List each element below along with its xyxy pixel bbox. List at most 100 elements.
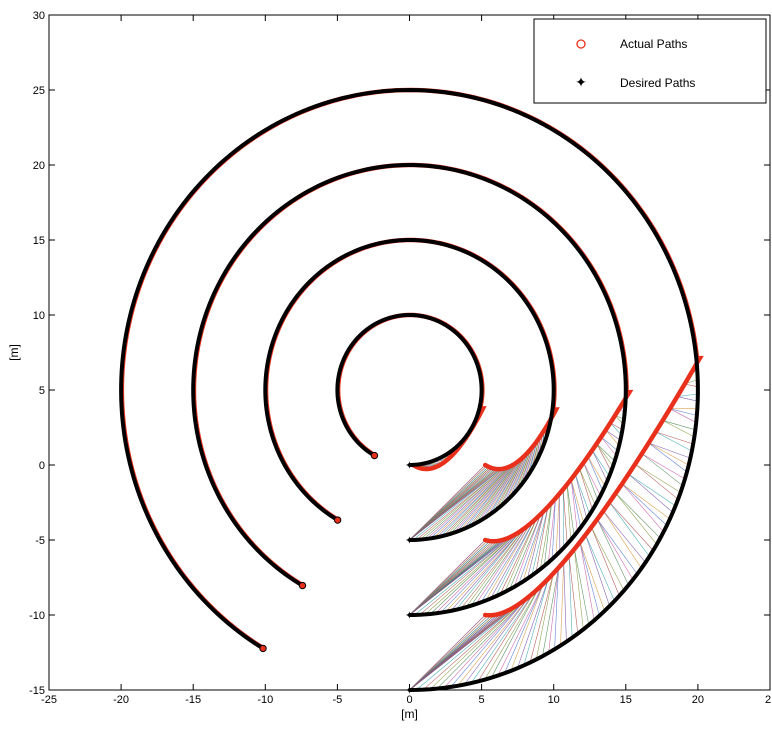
x-tick-label: 10 — [548, 694, 560, 706]
fan-line — [478, 460, 519, 522]
fan-line — [466, 463, 516, 528]
fan-line — [443, 599, 526, 689]
desired-path — [119, 87, 700, 692]
fan-line — [412, 468, 502, 541]
fan-line — [600, 436, 618, 452]
fan-line — [440, 532, 518, 613]
fan-line — [409, 615, 489, 691]
fan-line — [460, 528, 525, 609]
fan-line — [465, 528, 525, 608]
fan-line — [423, 468, 505, 540]
fan-line — [579, 468, 596, 506]
fan-line — [521, 446, 534, 485]
desired-path — [335, 312, 484, 467]
x-tick-label: 2 — [765, 694, 771, 706]
fan-line — [477, 591, 535, 682]
fan-line — [621, 483, 671, 520]
fan-line — [596, 443, 612, 472]
fan-line — [548, 567, 559, 653]
fan-line — [559, 493, 561, 552]
fan-line — [591, 527, 620, 596]
fan-line — [677, 396, 698, 402]
fan-line — [409, 468, 502, 541]
x-tick-label: 0 — [406, 694, 412, 706]
fan-line — [597, 519, 629, 586]
y-tick-label: -15 — [29, 685, 45, 697]
fan-line — [510, 583, 544, 671]
fan-line — [529, 573, 554, 663]
fan-line — [430, 534, 515, 615]
fan-line — [603, 510, 646, 563]
fan-line — [426, 468, 506, 540]
y-tick-label: 30 — [33, 10, 45, 22]
legend-marker-actual — [576, 39, 586, 49]
fan-line — [424, 534, 515, 615]
fan-line — [409, 615, 492, 691]
fan-line — [440, 466, 509, 537]
legend-box — [533, 18, 767, 104]
fan-line — [648, 442, 691, 459]
fan-line — [450, 599, 526, 688]
fan-line — [506, 452, 528, 501]
fan-line — [634, 463, 681, 493]
fan-line — [436, 599, 526, 689]
path-end-point — [333, 516, 342, 524]
fan-line — [416, 605, 518, 691]
fan-line — [566, 484, 571, 541]
fan-line — [491, 587, 540, 678]
fan-line — [605, 429, 620, 446]
fan-line — [574, 473, 590, 515]
fan-line — [621, 483, 664, 533]
x-tick-label: -20 — [113, 694, 129, 706]
fan-line — [409, 537, 509, 616]
fan-line — [574, 548, 584, 630]
fan-line — [419, 468, 504, 540]
fan-line — [592, 450, 608, 482]
fan-line — [504, 583, 544, 674]
fan-line — [457, 595, 531, 686]
fan-line — [460, 464, 514, 531]
y-axis-label: [m] — [7, 344, 21, 361]
fan-line — [409, 605, 518, 691]
legend-marker-desired: ✦ — [575, 75, 587, 91]
fan-line — [504, 517, 538, 593]
fan-line — [527, 510, 545, 579]
fan-line — [628, 473, 673, 513]
x-tick-label: 5 — [479, 694, 485, 706]
fan-line — [579, 468, 593, 510]
fan-line — [509, 514, 542, 590]
fan-line — [433, 467, 507, 539]
fan-line — [536, 573, 554, 660]
fan-line — [570, 479, 581, 528]
y-tick-label: 20 — [33, 160, 45, 172]
fan-line — [497, 583, 544, 676]
fan-line — [605, 429, 621, 441]
fan-line — [570, 479, 578, 532]
desired-start-marker: ✦ — [405, 459, 414, 472]
fan-line — [592, 450, 610, 477]
fan-line — [662, 420, 695, 438]
fan-line — [445, 530, 521, 613]
fan-line — [583, 462, 599, 501]
x-axis-label: [m] — [401, 707, 418, 721]
fan-line — [600, 436, 617, 457]
fan-line — [511, 450, 530, 496]
x-tick-label: -10 — [257, 694, 273, 706]
fan-line — [579, 542, 600, 616]
fan-line — [517, 578, 549, 669]
fan-line — [450, 465, 512, 535]
fan-line — [566, 484, 575, 537]
legend: Actual Paths ✦ Desired Paths — [533, 18, 767, 104]
y-tick-label: 15 — [33, 235, 45, 247]
fan-line — [414, 536, 512, 616]
fan-line — [525, 443, 536, 479]
fan-line — [669, 408, 697, 423]
fan-line — [587, 456, 604, 492]
y-tick-label: -10 — [29, 610, 45, 622]
path-end-point — [259, 644, 267, 653]
desired-start-marker: ✦ — [405, 609, 414, 622]
desired-path — [263, 237, 556, 542]
x-tick-label: -5 — [333, 694, 343, 706]
fan-line — [464, 595, 531, 685]
